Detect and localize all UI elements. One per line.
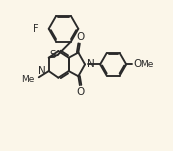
- Text: S: S: [49, 50, 56, 60]
- Text: F: F: [33, 24, 38, 34]
- Text: O: O: [76, 32, 85, 42]
- Text: N: N: [87, 59, 95, 69]
- Text: N: N: [38, 66, 45, 76]
- Text: O: O: [76, 87, 85, 97]
- Text: Me: Me: [141, 60, 154, 69]
- Text: Me: Me: [21, 76, 35, 84]
- Text: O: O: [134, 59, 142, 69]
